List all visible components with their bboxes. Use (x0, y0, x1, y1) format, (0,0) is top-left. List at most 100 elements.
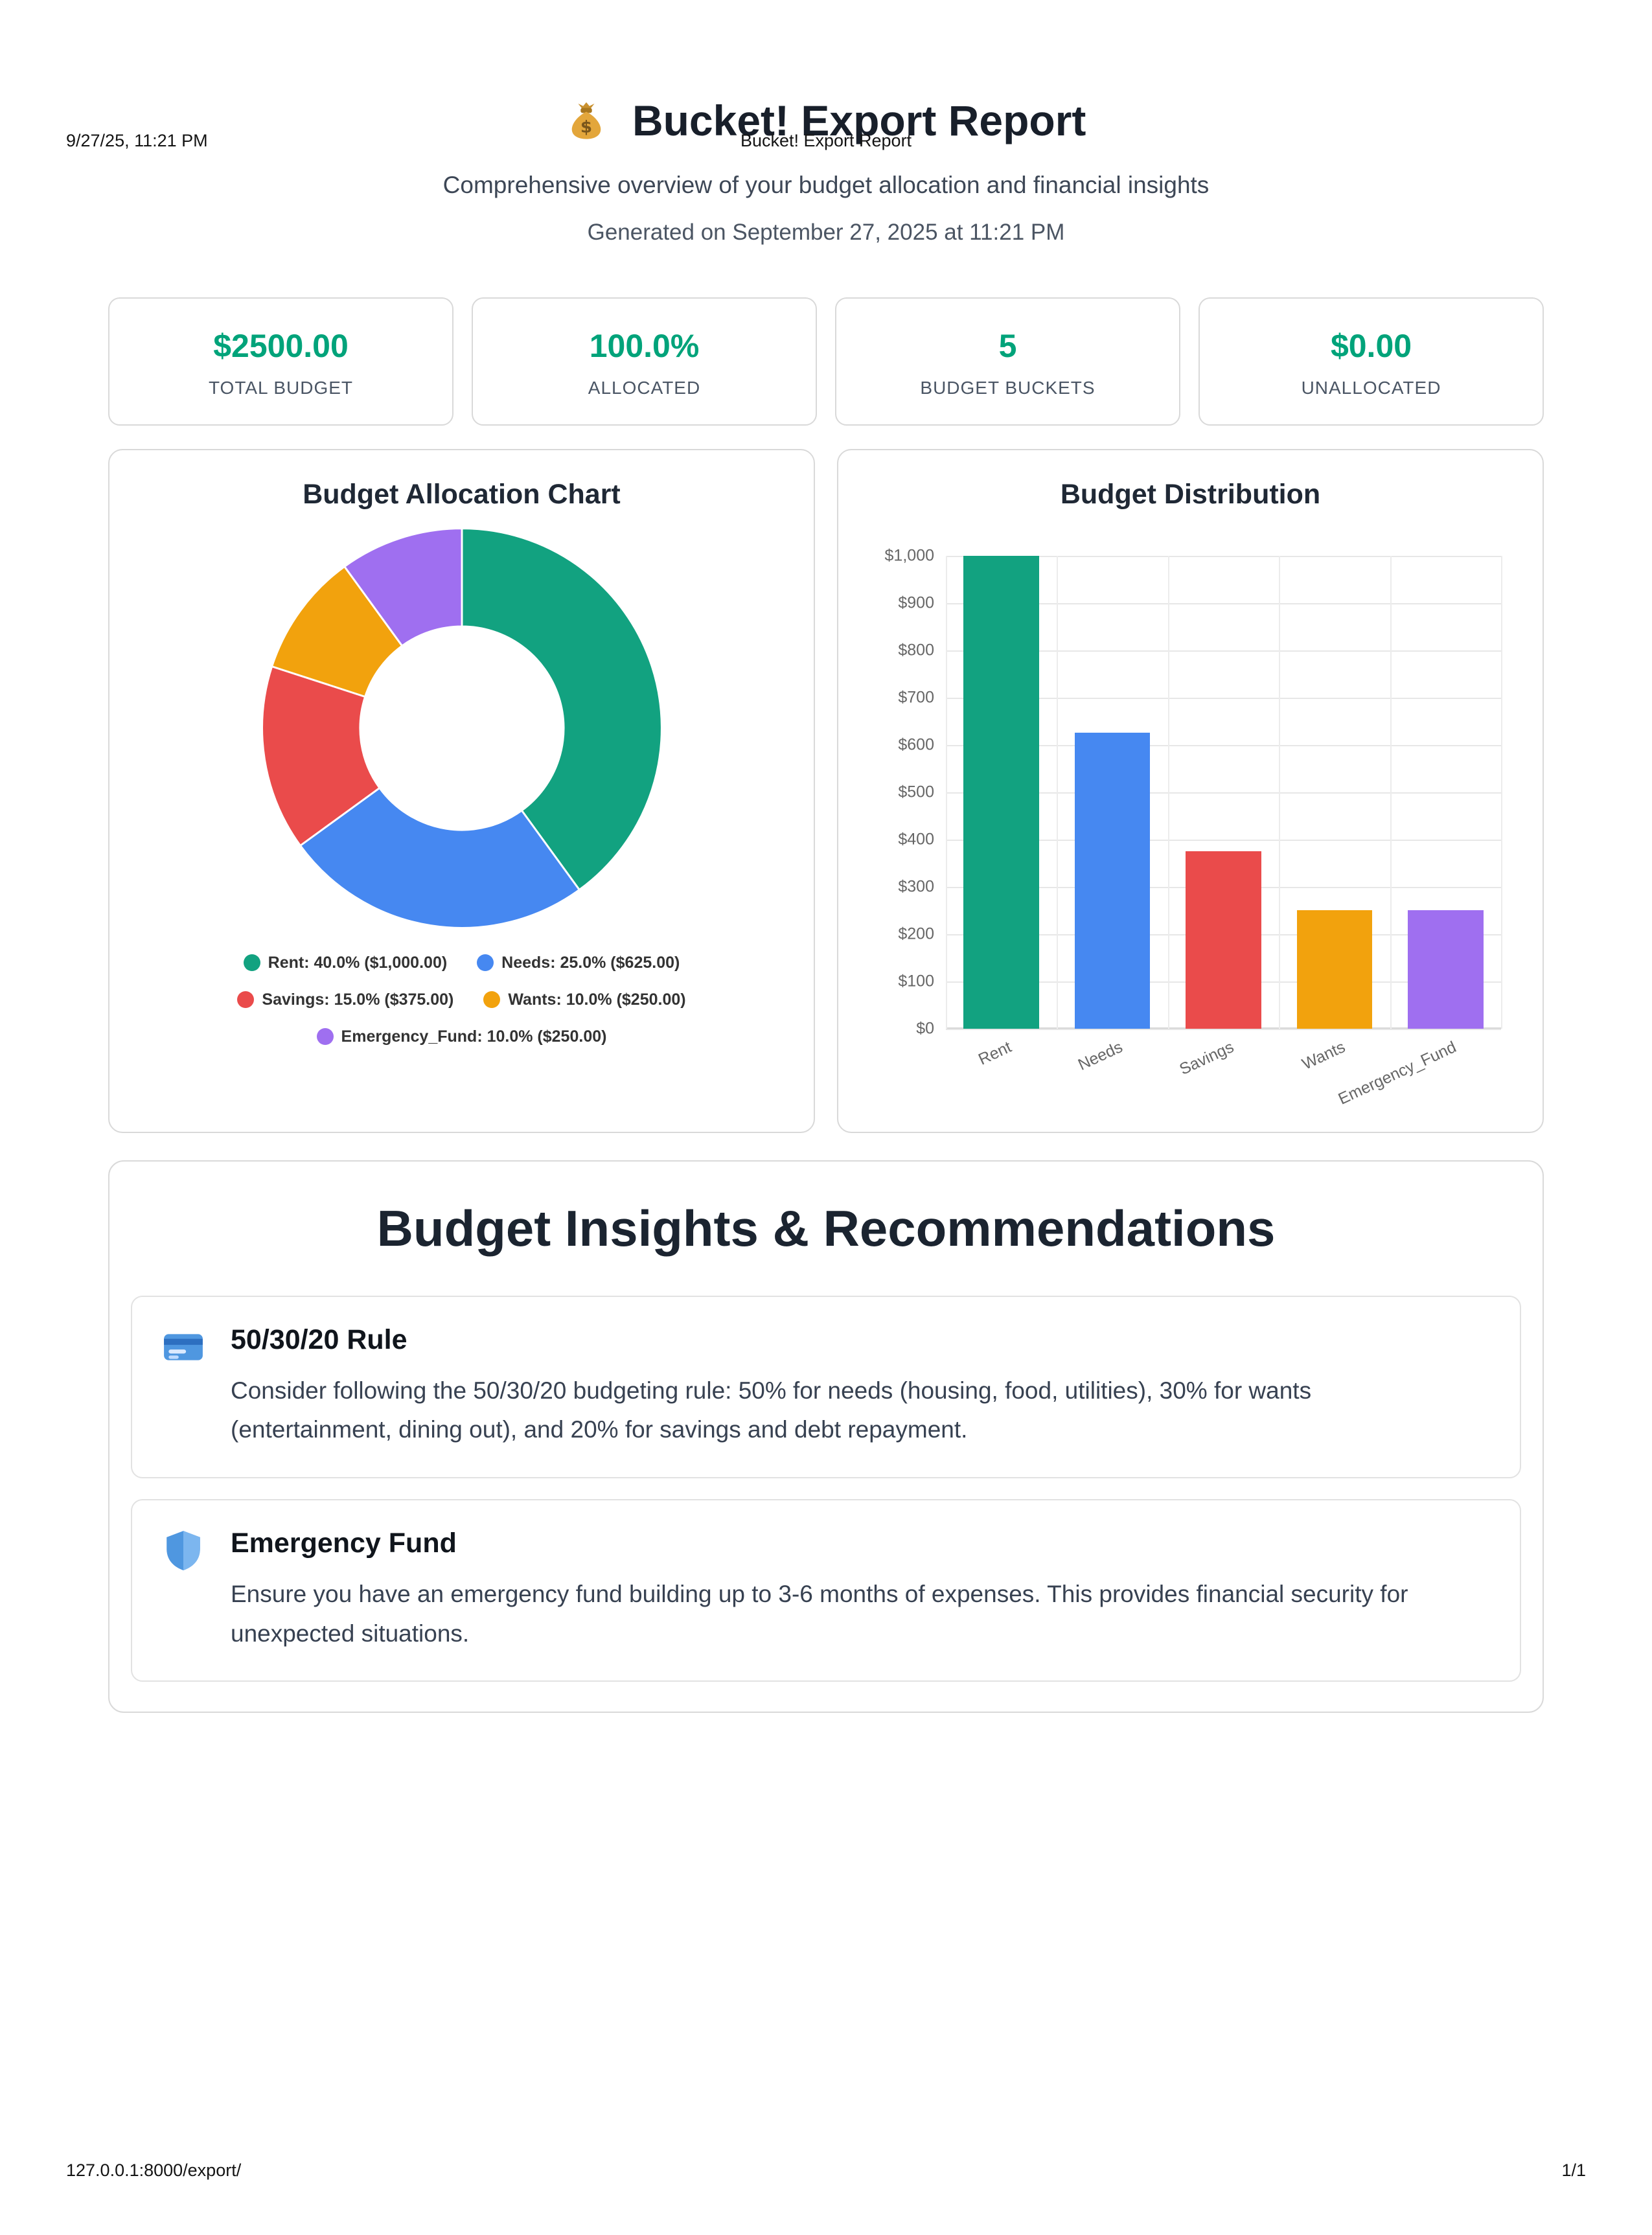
page-subtitle: Comprehensive overview of your budget al… (442, 171, 1210, 198)
x-tick-label: Emergency_Fund (1335, 1037, 1459, 1108)
donut-segment-needs (298, 786, 580, 929)
x-tick-label: Needs (1075, 1037, 1126, 1074)
v-gridline (1390, 555, 1392, 1029)
legend-label: Savings: 15.0% ($375.00) (262, 990, 454, 1009)
stat-label: TOTAL BUDGET (208, 377, 354, 398)
y-tick-label: $200 (898, 924, 934, 943)
h-gridline (946, 602, 1501, 604)
legend-label: Emergency_Fund: 10.0% ($250.00) (341, 1027, 607, 1046)
credit-card-icon (162, 1325, 205, 1368)
y-tick-label: $700 (898, 688, 934, 707)
stat-label: ALLOCATED (588, 377, 701, 398)
x-tick-label: Savings (1176, 1037, 1237, 1079)
insights-section: Budget Insights & Recommendations 50/30/… (108, 1160, 1544, 1714)
stat-value: $0.00 (1330, 327, 1412, 364)
bar-chart: $0 $100 $200 $300 $400 $500 $600 $700 $800 $900 $1… (885, 546, 1502, 1108)
v-gridline (1167, 555, 1169, 1029)
v-gridline (1057, 555, 1059, 1029)
donut-segment-emergency_fund (343, 527, 463, 647)
v-gridline (946, 555, 947, 1029)
h-gridline (946, 697, 1501, 699)
insight-card-emergency-fund: Emergency Fund Ensure you have an emerge… (131, 1498, 1521, 1682)
y-tick-label: $1,000 (884, 546, 934, 565)
stats-row: $2500.00 TOTAL BUDGET 100.0% ALLOCATED 5… (108, 297, 1544, 426)
donut-segment-savings (260, 665, 381, 847)
stat-card-buckets: 5 BUDGET BUCKETS (835, 297, 1180, 426)
shield-icon (162, 1529, 205, 1572)
stat-card-allocated: 100.0% ALLOCATED (472, 297, 817, 426)
h-gridline (946, 650, 1501, 652)
donut-chart-wrap (125, 521, 798, 935)
y-tick-label: $800 (898, 641, 934, 659)
stat-label: UNALLOCATED (1301, 377, 1441, 398)
h-gridline (946, 839, 1501, 841)
v-gridline (1501, 555, 1502, 1029)
footer-url: 127.0.0.1:8000/export/ (66, 2160, 242, 2180)
y-tick-label: $900 (898, 593, 934, 612)
print-header: 9/27/25, 11:21 PM Bucket! Export Report (66, 131, 1586, 151)
stat-card-total-budget: $2500.00 TOTAL BUDGET (108, 297, 453, 426)
y-tick-label: $600 (898, 735, 934, 754)
page-title-text: Bucket! Export Report (632, 97, 1086, 144)
v-gridline (1279, 555, 1281, 1029)
y-tick-label: $500 (898, 783, 934, 801)
print-doc-title: Bucket! Export Report (740, 131, 912, 150)
money-bag-icon: $ (566, 100, 606, 141)
page-title: $ Bucket! Export Report (0, 97, 1652, 144)
donut-legend: Rent: 40.0% ($1,000.00) Needs: 25.0% ($62… (177, 954, 747, 1046)
stat-label: BUDGET BUCKETS (920, 377, 1096, 398)
insight-title: 50/30/20 Rule (231, 1324, 407, 1355)
legend-dot (316, 1028, 334, 1046)
legend-label: Needs: 25.0% ($625.00) (501, 953, 680, 972)
y-tick-label: $0 (916, 1019, 934, 1038)
x-tick-label: Rent (976, 1037, 1015, 1069)
report-content: $2500.00 TOTAL BUDGET 100.0% ALLOCATED 5… (108, 297, 1544, 1714)
insight-body: Ensure you have an emergency fund buildi… (231, 1580, 1408, 1647)
y-tick-label: $300 (898, 877, 934, 896)
h-gridline (946, 1028, 1501, 1030)
insight-title: Emergency Fund (231, 1527, 457, 1559)
print-datetime: 9/27/25, 11:21 PM (66, 131, 208, 150)
bar-savings (1186, 851, 1261, 1029)
stat-card-unallocated: $0.00 UNALLOCATED (1199, 297, 1544, 426)
distribution-chart-title: Budget Distribution (1060, 478, 1321, 510)
allocation-chart-title: Budget Allocation Chart (303, 478, 621, 510)
h-gridline (946, 792, 1501, 794)
generated-date: Generated on September 27, 2025 at 11:21… (587, 219, 1065, 245)
stat-value: $2500.00 (213, 327, 349, 364)
y-tick-label: $100 (898, 972, 934, 991)
donut-chart (260, 527, 663, 929)
insights-title: Budget Insights & Recommendations (376, 1199, 1276, 1257)
legend-dot (243, 954, 260, 972)
footer-page-number: 1/1 (1561, 2160, 1586, 2180)
legend-label: Rent: 40.0% ($1,000.00) (268, 953, 448, 972)
h-gridline (946, 744, 1501, 746)
svg-text:$: $ (580, 117, 592, 137)
h-gridline (946, 555, 1501, 557)
bar-emergency_fund (1408, 910, 1484, 1029)
bar-rent (963, 555, 1039, 1029)
legend-label: Wants: 10.0% ($250.00) (508, 990, 686, 1009)
legend-item: Needs: 25.0% ($625.00) (477, 954, 680, 972)
donut-segment-rent (461, 527, 663, 891)
distribution-chart-card: Budget Distribution $0 $100 $200 $300 $400 $5… (837, 448, 1544, 1133)
bar-wants (1296, 910, 1373, 1029)
legend-dot (237, 991, 255, 1009)
legend-item: Rent: 40.0% ($1,000.00) (243, 953, 448, 972)
y-tick-label: $400 (898, 830, 934, 849)
x-tick-label: Wants (1299, 1037, 1348, 1073)
legend-dot (483, 991, 501, 1009)
insight-content: Emergency Fund Ensure you have an emerge… (231, 1528, 1429, 1653)
legend-dot (477, 954, 494, 972)
print-footer: 127.0.0.1:8000/export/ 1/1 (66, 2160, 1586, 2181)
insight-content: 50/30/20 Rule Consider following the 50/… (231, 1324, 1429, 1450)
legend-item: Emergency_Fund: 10.0% ($250.00) (316, 1027, 607, 1046)
stat-value: 5 (998, 327, 1017, 364)
insight-body: Consider following the 50/30/20 budgetin… (231, 1377, 1312, 1443)
charts-row: Budget Allocation Chart Rent: 40.0% ($1,… (108, 448, 1544, 1133)
bar-needs (1074, 733, 1151, 1029)
allocation-chart-card: Budget Allocation Chart Rent: 40.0% ($1,… (108, 448, 815, 1133)
stat-value: 100.0% (589, 327, 700, 364)
legend-item: Savings: 15.0% ($375.00) (237, 991, 453, 1009)
legend-item: Wants: 10.0% ($250.00) (483, 990, 686, 1009)
